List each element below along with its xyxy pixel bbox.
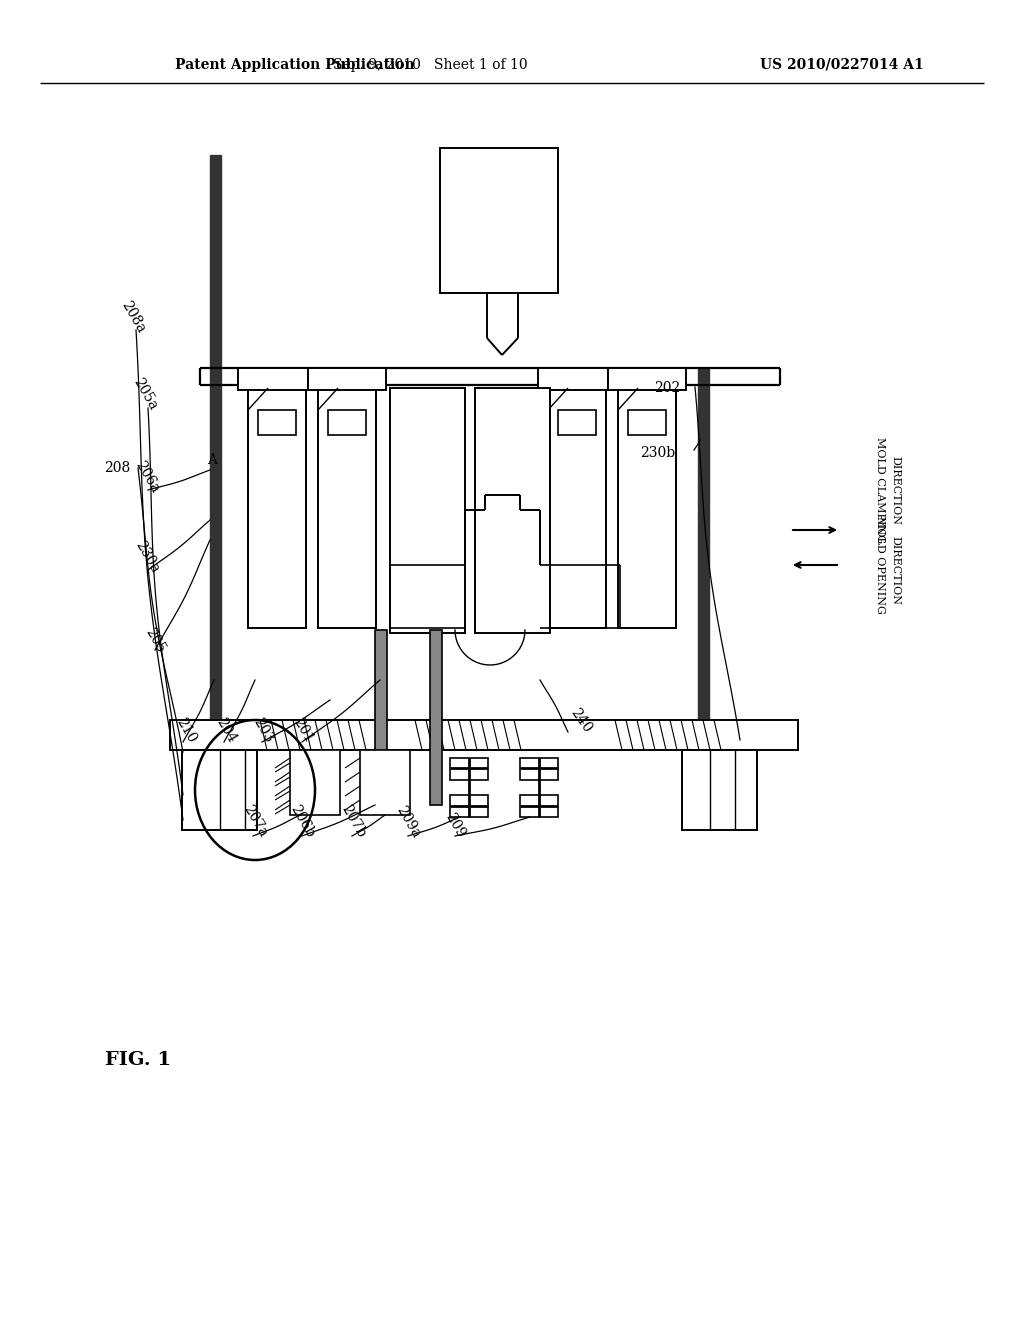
Bar: [558, 411, 596, 436]
Bar: [475, 388, 550, 634]
Text: 207b: 207b: [338, 803, 368, 840]
Bar: [440, 148, 558, 293]
Text: A: A: [207, 453, 217, 467]
Bar: [520, 758, 558, 780]
Bar: [210, 154, 221, 755]
Bar: [618, 388, 676, 628]
Text: 209: 209: [442, 810, 467, 840]
Bar: [538, 368, 616, 389]
Text: DIRECTION: DIRECTION: [890, 536, 900, 605]
Text: US 2010/0227014 A1: US 2010/0227014 A1: [760, 58, 924, 73]
Bar: [308, 368, 386, 389]
Bar: [628, 411, 666, 436]
Text: Sep. 9, 2010   Sheet 1 of 10: Sep. 9, 2010 Sheet 1 of 10: [333, 58, 527, 73]
Bar: [682, 750, 757, 830]
Bar: [450, 795, 488, 817]
Text: 205a: 205a: [130, 375, 160, 412]
Text: 230a: 230a: [132, 539, 162, 576]
Bar: [698, 368, 709, 776]
Text: 206b: 206b: [287, 803, 316, 840]
Bar: [608, 368, 686, 389]
Text: 230b: 230b: [640, 446, 675, 459]
Bar: [375, 630, 387, 805]
Text: FIG. 1: FIG. 1: [105, 1051, 171, 1069]
Bar: [318, 388, 376, 628]
Text: Patent Application Publication: Patent Application Publication: [175, 58, 415, 73]
Text: MOLD CLAMPING: MOLD CLAMPING: [874, 437, 885, 543]
Text: 203: 203: [250, 715, 275, 744]
Text: 208: 208: [103, 461, 130, 475]
Bar: [328, 411, 366, 436]
Text: 209a: 209a: [393, 803, 423, 840]
Text: 205: 205: [142, 626, 167, 655]
Text: DIRECTION: DIRECTION: [890, 455, 900, 524]
Bar: [520, 795, 558, 817]
Bar: [450, 758, 488, 780]
Text: 210: 210: [173, 715, 199, 744]
Text: 240: 240: [568, 705, 595, 735]
Text: 204: 204: [213, 715, 239, 744]
Bar: [170, 719, 798, 750]
Text: 206a: 206a: [132, 458, 162, 495]
Bar: [390, 388, 465, 634]
Bar: [238, 368, 316, 389]
Text: MOLD OPENING: MOLD OPENING: [874, 516, 885, 614]
Text: 208a: 208a: [118, 298, 147, 335]
Bar: [548, 388, 606, 628]
Bar: [430, 630, 442, 805]
Bar: [290, 750, 340, 814]
Bar: [248, 388, 306, 628]
Text: 201: 201: [290, 715, 315, 744]
Text: 202: 202: [654, 381, 680, 395]
Bar: [360, 750, 410, 814]
Text: 207a: 207a: [240, 803, 269, 840]
Bar: [182, 750, 257, 830]
Bar: [258, 411, 296, 436]
